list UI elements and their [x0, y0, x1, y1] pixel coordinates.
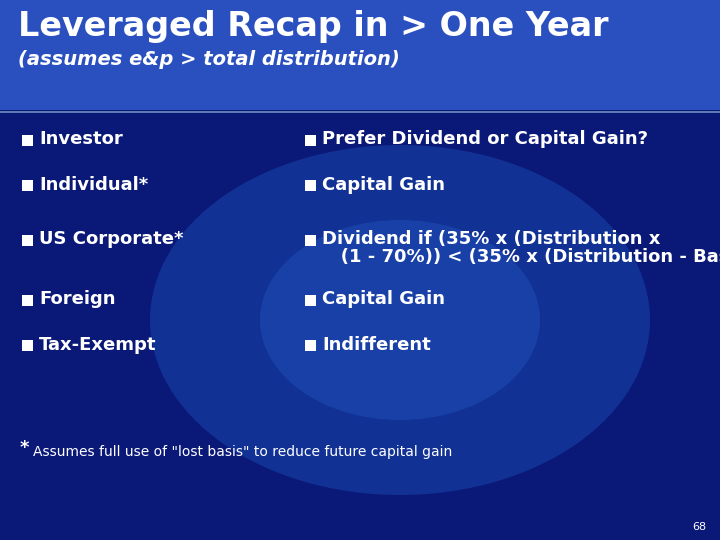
Text: Prefer Dividend or Capital Gain?: Prefer Dividend or Capital Gain?: [322, 131, 648, 149]
Bar: [305, 340, 316, 351]
Text: Capital Gain: Capital Gain: [322, 291, 445, 308]
Text: (1 - 70%)) < (35% x (Distribution - Basis)): (1 - 70%)) < (35% x (Distribution - Basi…: [322, 247, 720, 266]
Bar: [22, 180, 33, 191]
Ellipse shape: [260, 220, 540, 420]
Text: Indifferent: Indifferent: [322, 335, 431, 354]
Text: Dividend if (35% x (Distribution x: Dividend if (35% x (Distribution x: [322, 231, 660, 248]
Bar: [305, 180, 316, 191]
Bar: [305, 235, 316, 246]
Ellipse shape: [150, 145, 650, 495]
Text: Individual*: Individual*: [39, 176, 148, 193]
Bar: [22, 135, 33, 146]
Bar: [22, 295, 33, 306]
Text: Assumes full use of "lost basis" to reduce future capital gain: Assumes full use of "lost basis" to redu…: [33, 445, 452, 459]
Text: Tax-Exempt: Tax-Exempt: [39, 335, 156, 354]
Text: 68: 68: [692, 522, 706, 532]
Bar: [22, 235, 33, 246]
Text: Leveraged Recap in > One Year: Leveraged Recap in > One Year: [18, 10, 608, 43]
Bar: [22, 340, 33, 351]
Bar: [305, 295, 316, 306]
Bar: [0, 0, 720, 110]
Text: Investor: Investor: [39, 131, 122, 149]
Text: *: *: [20, 439, 30, 457]
Text: Capital Gain: Capital Gain: [322, 176, 445, 193]
Bar: [305, 135, 316, 146]
Text: (assumes e&p > total distribution): (assumes e&p > total distribution): [18, 50, 400, 69]
Text: US Corporate*: US Corporate*: [39, 231, 184, 248]
Text: Foreign: Foreign: [39, 291, 115, 308]
